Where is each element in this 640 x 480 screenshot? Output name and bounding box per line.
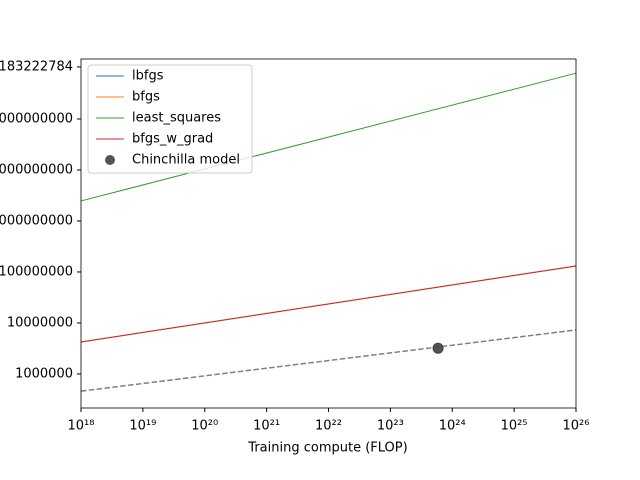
- legend-label: Chinchilla model: [132, 153, 240, 168]
- legend-label: lbfgs: [132, 69, 164, 84]
- y-tick-label: 1000000: [15, 366, 73, 381]
- legend-label: least_squares: [132, 111, 221, 126]
- y-tick-label: 10000000: [7, 315, 73, 330]
- reference-line: [80, 329, 577, 392]
- x-tick-label: 10¹⁸: [68, 419, 95, 434]
- x-tick-label: 10²⁶: [563, 419, 590, 434]
- x-tick-label: 10²⁵: [501, 419, 528, 434]
- chinchilla-point: [432, 342, 444, 354]
- legend-label: bfgs: [132, 90, 160, 105]
- legend-label: bfgs_w_grad: [132, 132, 213, 147]
- x-tick-label: 10²²: [315, 419, 342, 434]
- x-tick-label: 10¹⁹: [129, 419, 156, 434]
- series-line: [80, 265, 577, 343]
- x-tick-label: 10²⁴: [439, 419, 466, 434]
- series-line: [80, 72, 577, 202]
- legend-box: [87, 64, 253, 174]
- legend-swatch: [105, 155, 115, 165]
- y-tick-label: 1048183222784: [0, 59, 73, 74]
- x-tick-label: 10²⁰: [191, 419, 218, 434]
- x-tick-label: 10²¹: [253, 419, 280, 434]
- y-tick-label: 100000000: [0, 264, 73, 279]
- x-tick-label: 10²³: [377, 419, 404, 434]
- x-axis-label: Training compute (FLOP): [247, 441, 407, 456]
- plot-frame: [80, 58, 577, 409]
